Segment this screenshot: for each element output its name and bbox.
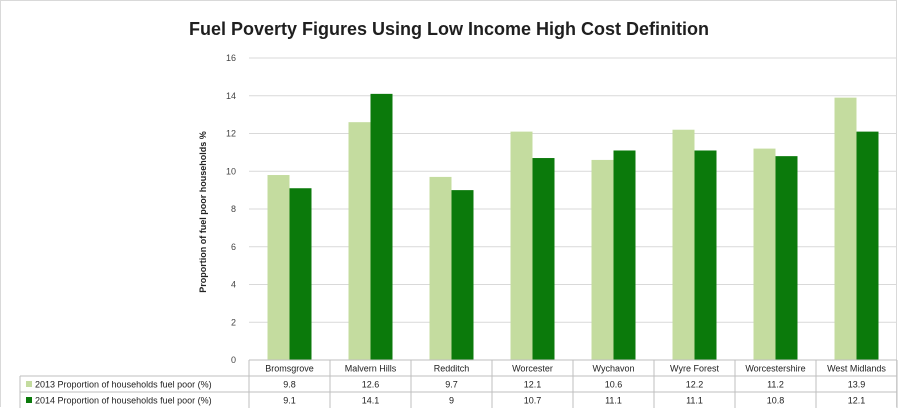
data-label: 11.1 — [605, 396, 622, 406]
legend-label: 2014 Proportion of households fuel poor … — [35, 396, 212, 406]
bar-2013 — [510, 131, 533, 360]
category-label: Worcester — [512, 364, 553, 374]
data-label: 11.1 — [686, 396, 703, 406]
bar-2014 — [856, 131, 879, 360]
data-label: 10.6 — [605, 380, 623, 390]
bar-2014 — [289, 188, 312, 360]
y-tick-label: 6 — [231, 242, 236, 252]
category-label: West Midlands — [827, 364, 886, 374]
bar-2014 — [451, 190, 474, 360]
legend-swatch — [26, 397, 32, 403]
data-table: Bromsgrove Malvern Hills Redditch Worcester… — [19, 359, 898, 408]
y-tick-label: 2 — [231, 317, 236, 327]
y-tick-label: 10 — [226, 166, 236, 176]
y-axis-label: Proportion of fuel poor households % — [198, 131, 208, 293]
bar-2014 — [613, 150, 636, 360]
bar-2014 — [775, 156, 798, 360]
category-label: Wyre Forest — [670, 364, 719, 374]
data-label: 9.1 — [283, 396, 296, 406]
y-tick-label: 14 — [226, 91, 236, 101]
data-label: 12.1 — [524, 380, 542, 390]
category-label: Redditch — [434, 364, 470, 374]
bar-2014 — [694, 150, 717, 360]
y-tick-label: 12 — [226, 129, 236, 139]
data-label: 10.7 — [524, 396, 542, 406]
bar-2013 — [348, 122, 371, 360]
legend-label: 2013 Proportion of households fuel poor … — [35, 380, 212, 390]
bar-2013 — [834, 97, 857, 360]
bar-2014 — [370, 93, 393, 361]
data-label: 9 — [449, 396, 454, 406]
bar-2013 — [591, 159, 614, 360]
data-label: 9.8 — [283, 380, 296, 390]
bar-2013 — [267, 175, 290, 360]
data-label: 9.7 — [445, 380, 458, 390]
bar-2013 — [753, 148, 776, 360]
y-tick-label: 4 — [231, 280, 236, 290]
y-axis-ticks: 0 2 4 6 8 10 12 14 16 — [226, 53, 236, 365]
bar-2013 — [672, 129, 695, 360]
chart-title: Fuel Poverty Figures Using Low Income Hi… — [188, 19, 710, 39]
category-label: Wychavon — [593, 364, 635, 374]
data-label: 13.9 — [848, 380, 866, 390]
data-label: 12.2 — [686, 380, 704, 390]
data-label: 11.2 — [767, 380, 784, 390]
data-label: 10.8 — [767, 396, 785, 406]
category-label: Bromsgrove — [265, 364, 314, 374]
bar-2014 — [532, 158, 555, 360]
legend-swatch — [26, 381, 32, 387]
y-tick-label: 8 — [231, 204, 236, 214]
data-label: 14.1 — [362, 396, 380, 406]
data-label: 12.1 — [848, 396, 866, 406]
y-tick-label: 0 — [231, 355, 236, 365]
data-label: 12.6 — [362, 380, 380, 390]
gridlines — [249, 57, 897, 323]
y-tick-label: 16 — [226, 53, 236, 63]
category-label: Malvern Hills — [345, 364, 397, 374]
bars — [267, 93, 879, 361]
bar-2013 — [429, 176, 452, 360]
category-label: Worcestershire — [745, 364, 805, 374]
